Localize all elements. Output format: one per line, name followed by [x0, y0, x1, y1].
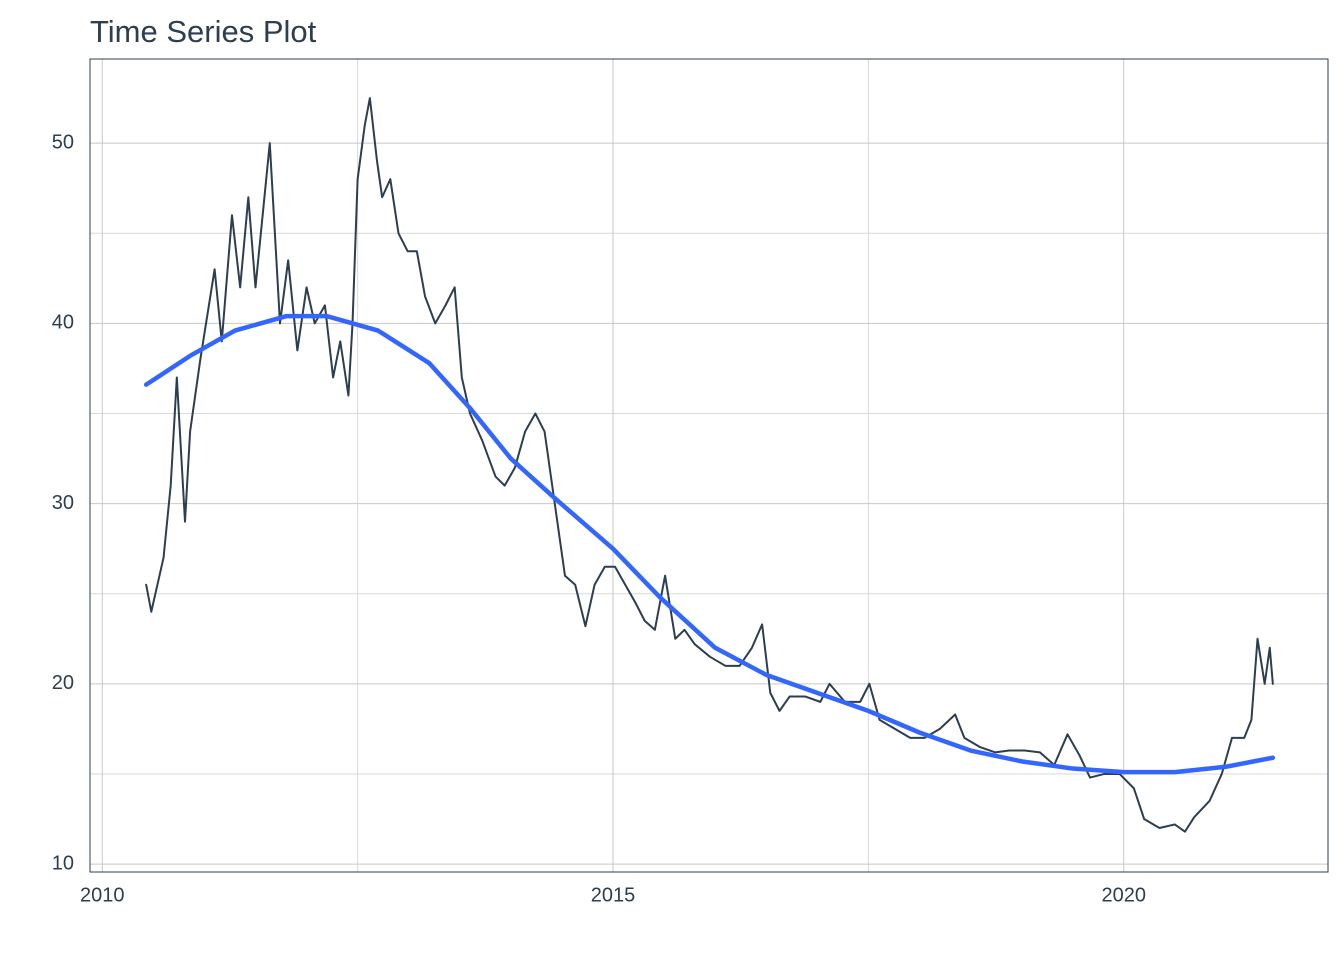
- x-tick-label: 2020: [1101, 884, 1146, 906]
- x-tick-label: 2010: [80, 884, 125, 906]
- y-tick-label: 10: [52, 852, 74, 874]
- chart-title: Time Series Plot: [90, 14, 317, 49]
- series-line: [145, 97, 1274, 833]
- y-tick-label: 40: [52, 312, 74, 334]
- y-tick-label: 30: [52, 492, 74, 514]
- y-tick-label: 50: [52, 131, 74, 153]
- plot-border: [89, 58, 1329, 873]
- y-tick-label: 20: [52, 672, 74, 694]
- x-tick-label: 2015: [591, 884, 636, 906]
- smooth-line: [143, 313, 1276, 775]
